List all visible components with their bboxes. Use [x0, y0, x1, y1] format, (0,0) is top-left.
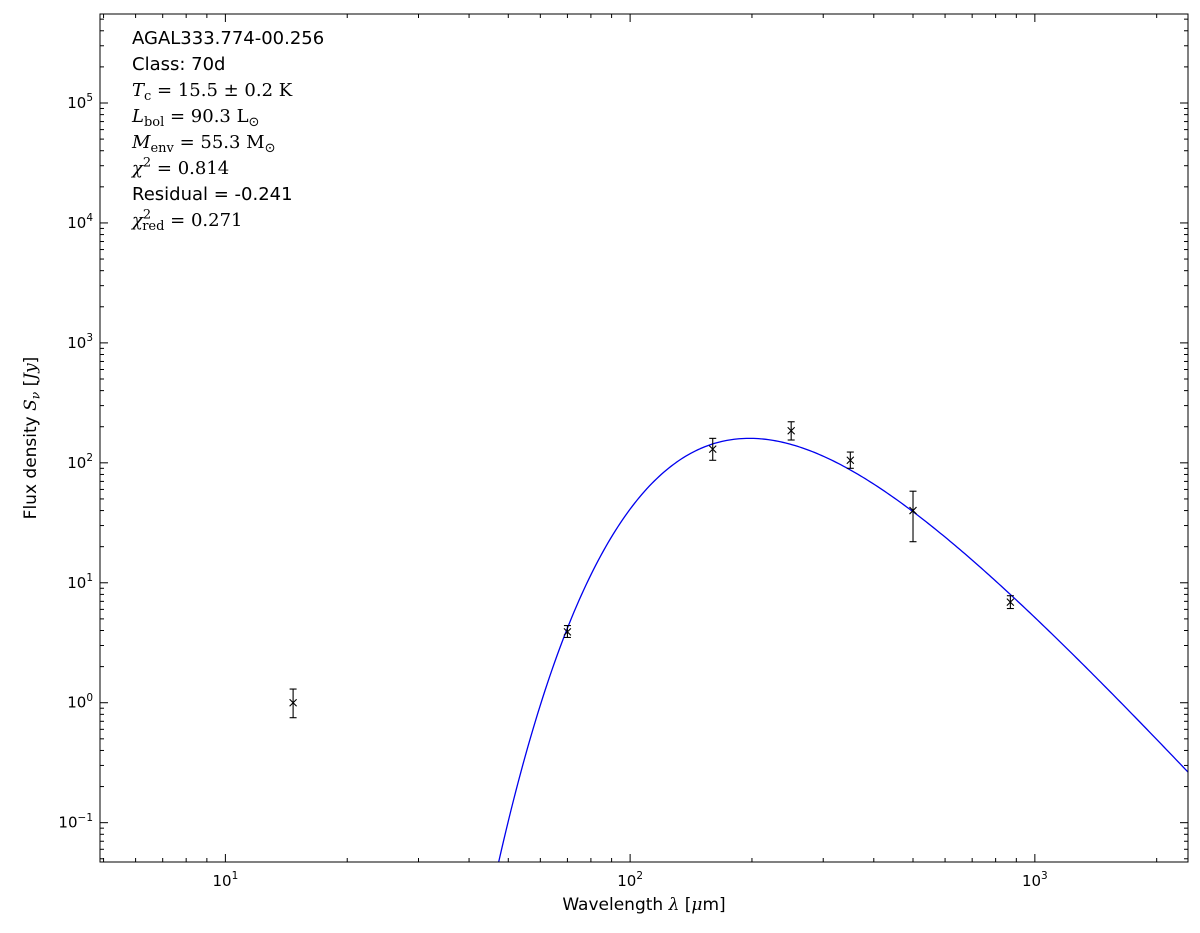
y-tick-label: 105 [67, 92, 93, 112]
annotation-dust-temperature: Tc = 15.5 ± 0.2 K [132, 80, 293, 104]
axes-frame [99, 13, 1189, 863]
fit-parameters-annotation: AGAL333.774-00.256 Class: 70d Tc = 15.5 ± … [130, 28, 324, 234]
y-tick-label: 100 [67, 692, 93, 712]
data-point [787, 421, 796, 441]
tick-labels: 101 102 103 10−1 100 101 102 103 104 105 [58, 92, 1047, 890]
data-point [909, 490, 917, 543]
annotation-residual: Residual = -0.241 [132, 184, 293, 205]
x-tick-label: 102 [617, 870, 643, 890]
x-axis-label: Wavelength λ [μm] [562, 895, 725, 915]
data-point [708, 437, 717, 461]
y-tick-label: 102 [67, 452, 93, 472]
annotation-envelope-mass: Menv = 55.3 M⊙ [131, 132, 276, 156]
x-tick-label: 103 [1022, 870, 1048, 890]
x-tick-label: 101 [212, 870, 238, 890]
y-tick-label: 103 [67, 332, 93, 352]
greybody-fit-curve [498, 437, 1188, 862]
data-point [289, 688, 297, 719]
y-tick-label: 104 [67, 212, 93, 232]
annotation-source-name: AGAL333.774-00.256 [132, 28, 324, 49]
data-point [1006, 595, 1015, 610]
y-tick-label: 10−1 [58, 812, 93, 832]
axis-ticks [100, 14, 1188, 862]
data-point [563, 624, 572, 639]
annotation-chi-squared: χ2 = 0.814 [130, 155, 229, 179]
annotation-bolometric-luminosity: Lbol = 90.3 L⊙ [131, 106, 259, 130]
annotation-reduced-chi-squared: χ2 red = 0.271 [130, 207, 243, 234]
annotation-class: Class: 70d [132, 54, 225, 75]
data-point [846, 451, 855, 469]
photometry-points [289, 421, 1015, 719]
y-axis-label: Flux density Sν [Jy] [21, 357, 43, 520]
y-tick-label: 101 [67, 572, 93, 592]
